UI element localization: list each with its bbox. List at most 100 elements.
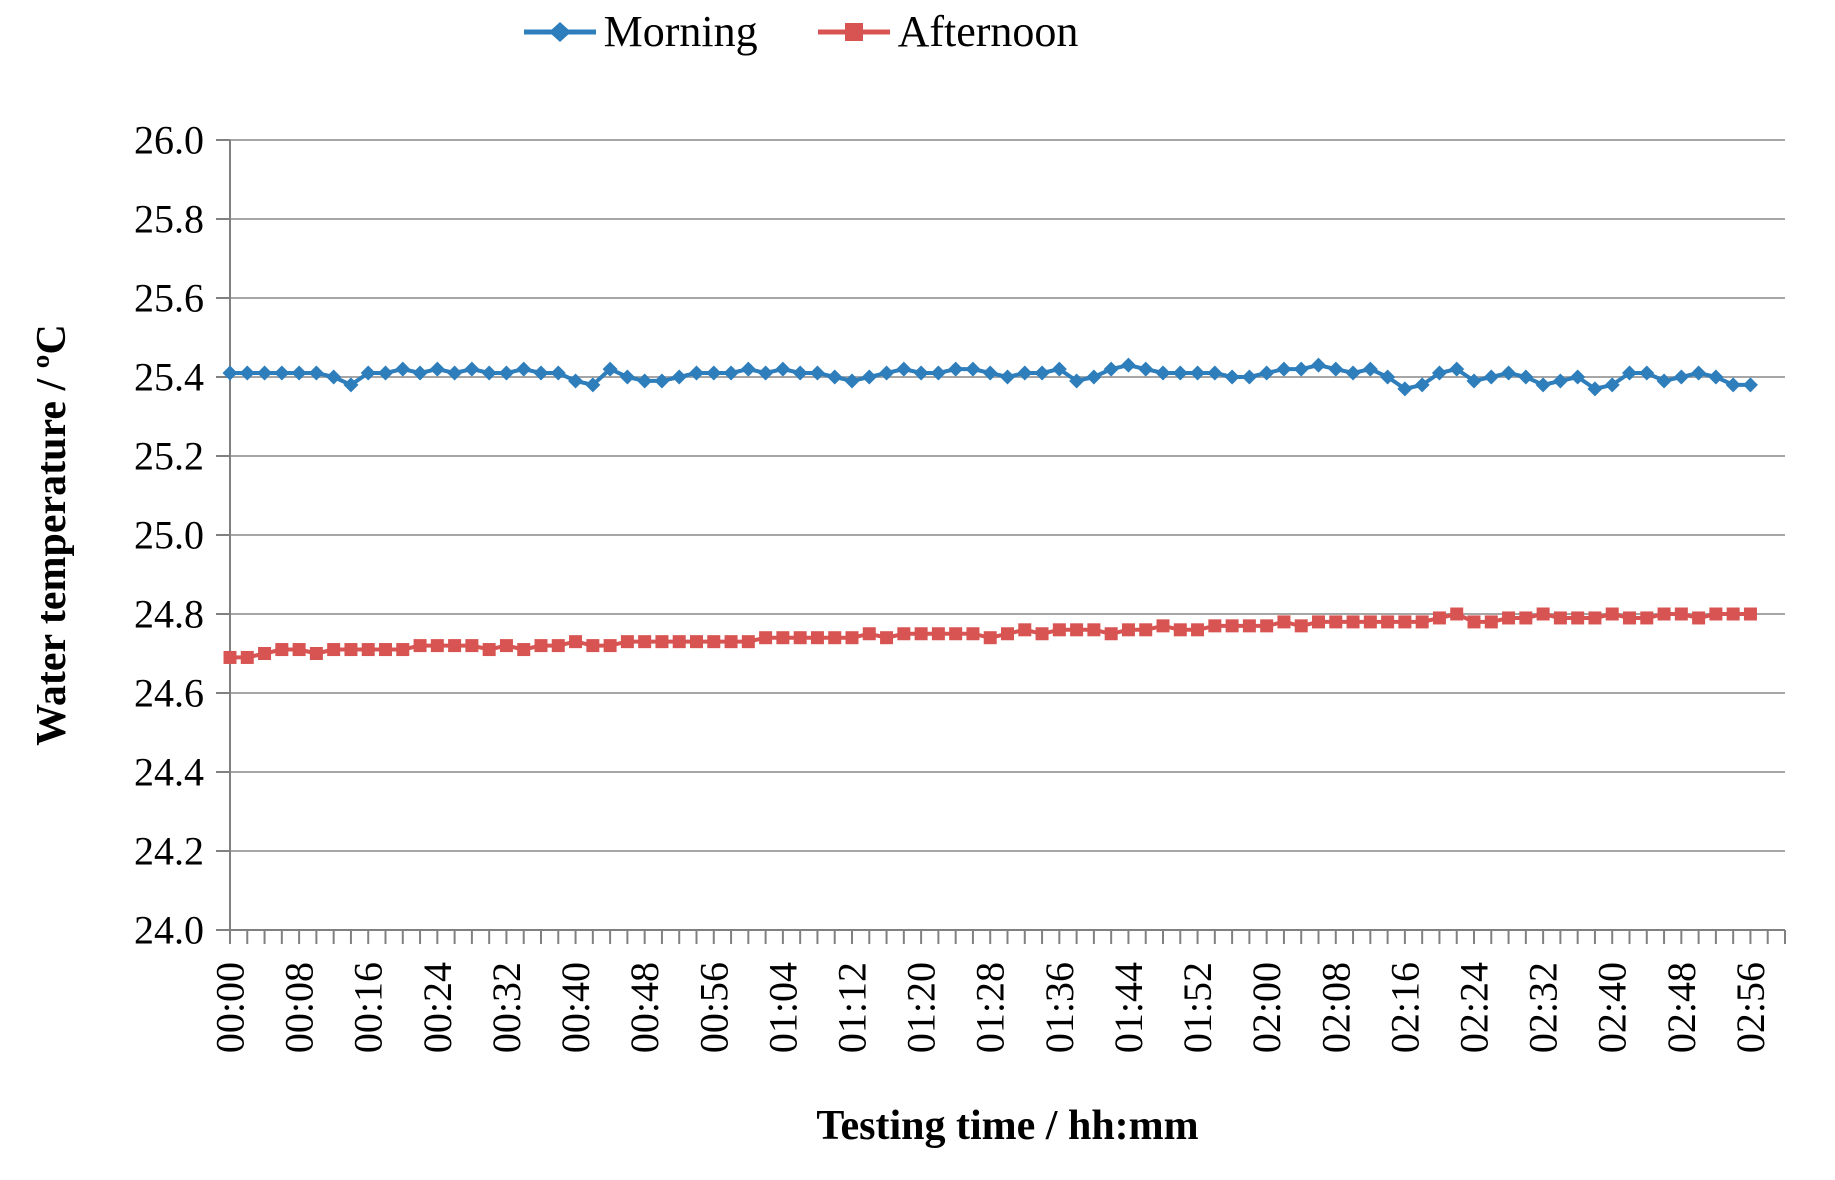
data-point-square [1121, 623, 1135, 637]
data-point-diamond [965, 361, 981, 377]
data-point-diamond [1172, 365, 1188, 381]
data-point-diamond [257, 365, 273, 381]
data-point-square [534, 639, 548, 653]
data-point-square [914, 627, 928, 641]
data-point-diamond [1207, 365, 1223, 381]
data-point-square [1553, 611, 1567, 625]
x-tick-label: 00:32 [484, 962, 529, 1053]
data-point-square [1657, 607, 1671, 621]
data-point-square [1726, 607, 1740, 621]
data-point-square [448, 639, 462, 653]
data-point-diamond [1483, 369, 1499, 385]
data-point-diamond [792, 365, 808, 381]
data-point-square [793, 631, 807, 645]
data-point-diamond [412, 365, 428, 381]
data-point-square [655, 635, 669, 649]
data-point-square [1260, 619, 1274, 633]
data-point-square [1467, 615, 1481, 629]
data-point-square [275, 643, 289, 657]
data-point-square [258, 647, 272, 660]
x-tick-label: 01:12 [830, 962, 875, 1053]
data-point-square [1450, 607, 1464, 621]
data-point-diamond [1259, 365, 1275, 381]
data-point-square [240, 650, 254, 664]
gridlines [230, 139, 1785, 931]
series-afternoon [223, 607, 1757, 664]
data-point-diamond [568, 373, 584, 389]
data-point-square [845, 631, 859, 645]
x-tick-labels: 00:00 00:08 00:16 00:24 00:32 00:40 00:48 00:56… [208, 962, 1773, 1053]
data-point-diamond [930, 365, 946, 381]
x-tick-label: 01:36 [1037, 962, 1082, 1053]
data-point-square [327, 643, 341, 657]
x-tick-label: 00:08 [277, 962, 322, 1053]
x-tick-label: 02:00 [1244, 962, 1289, 1053]
data-point-diamond [844, 373, 860, 389]
data-point-diamond [1552, 373, 1568, 389]
data-point-diamond [343, 377, 359, 393]
data-point-square [1674, 607, 1688, 621]
data-point-square [413, 639, 427, 653]
data-point-diamond [1120, 357, 1136, 373]
data-point-square [620, 635, 634, 649]
y-tick-label: 25.6 [134, 276, 204, 321]
data-point-diamond [239, 365, 255, 381]
data-point-diamond [1345, 365, 1361, 381]
legend-item-morning: Morning [522, 10, 758, 54]
data-point-diamond [1086, 369, 1102, 385]
data-point-diamond [1501, 365, 1517, 381]
data-point-square [1484, 615, 1498, 629]
data-point-diamond [222, 365, 238, 381]
data-point-diamond [827, 369, 843, 385]
data-point-diamond [447, 365, 463, 381]
data-point-diamond [360, 365, 376, 381]
data-point-square [1277, 615, 1291, 629]
data-point-diamond [1656, 373, 1672, 389]
data-point-diamond [1000, 369, 1015, 385]
data-point-square [828, 631, 842, 645]
x-tick-label: 02:40 [1590, 962, 1635, 1053]
chart-legend: Morning Afternoon [0, 10, 1835, 54]
x-tick-label: 00:00 [208, 962, 253, 1053]
y-tick-label: 24.6 [134, 671, 204, 716]
data-point-diamond [948, 361, 964, 377]
data-point-square [810, 631, 824, 645]
data-point-square [586, 639, 600, 653]
data-point-diamond [1397, 381, 1413, 397]
x-tick-label: 01:20 [899, 962, 944, 1053]
data-point-square [862, 627, 876, 641]
data-point-square [1001, 627, 1014, 641]
data-point-diamond [1466, 373, 1482, 389]
data-point-diamond [1155, 365, 1171, 381]
y-tick-label: 24.8 [134, 592, 204, 637]
y-tick-label: 25.2 [134, 434, 204, 479]
data-point-square [1743, 607, 1757, 621]
data-point-diamond [1293, 361, 1309, 377]
data-point-diamond [982, 365, 998, 381]
data-point-square [690, 635, 703, 649]
data-point-square [880, 631, 894, 645]
data-point-diamond [1604, 377, 1620, 393]
data-point-diamond [429, 361, 445, 377]
data-point-square [517, 643, 531, 657]
data-point-diamond [637, 373, 653, 389]
data-point-diamond [1034, 365, 1050, 381]
data-point-square [309, 647, 323, 660]
data-point-diamond [879, 365, 895, 381]
data-point-square [707, 635, 721, 649]
data-point-square [1363, 615, 1377, 629]
data-point-diamond [550, 365, 566, 381]
legend-label-morning: Morning [603, 7, 758, 56]
data-point-square [379, 643, 392, 657]
x-tick-label: 01:04 [760, 962, 805, 1053]
data-point-square [759, 631, 773, 645]
data-point-square [1605, 607, 1619, 621]
data-point-square [1294, 619, 1308, 633]
data-point-square [482, 643, 496, 657]
data-point-square [499, 639, 513, 653]
data-point-square [1070, 623, 1084, 637]
data-point-diamond [809, 365, 825, 381]
data-point-square [1242, 619, 1256, 633]
